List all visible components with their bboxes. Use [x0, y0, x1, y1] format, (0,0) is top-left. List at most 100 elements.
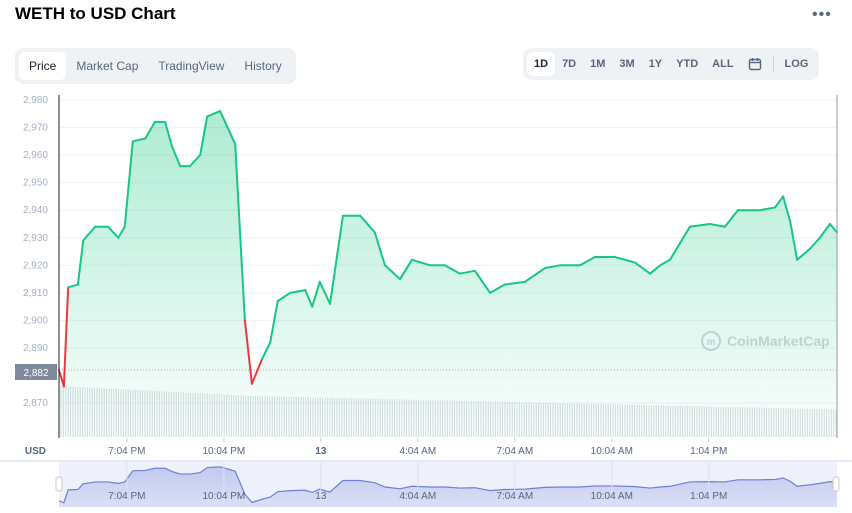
price-line-segment [723, 209, 739, 228]
price-line-segment [708, 222, 726, 228]
price-line-segment [796, 247, 812, 261]
price-line-segment [243, 319, 253, 385]
price-line-segment [276, 291, 292, 303]
price-line-segment [828, 222, 838, 234]
price-line-segment [76, 239, 85, 286]
y-tick-label: 2,950 [23, 178, 48, 189]
price-line-segment [144, 121, 156, 140]
tab-price[interactable]: Price [19, 52, 67, 80]
price-line-segment [250, 357, 264, 385]
y-tick-label: 2,920 [23, 260, 48, 271]
y-tick-label: 2,960 [23, 150, 48, 161]
y-tick-label: 2,910 [23, 288, 48, 299]
ellipsis-icon[interactable]: ••• [812, 6, 832, 23]
price-line-segment [117, 225, 126, 239]
range-all[interactable]: ALL [712, 58, 734, 70]
watermark-text: CoinMarketCap [727, 333, 830, 349]
range-7d[interactable]: 7D [562, 58, 577, 70]
price-line-segment [131, 137, 147, 143]
calendar-icon[interactable] [741, 51, 769, 77]
tab-market-cap[interactable]: Market Cap [76, 59, 139, 73]
chart-type-tabs: Price Market Cap TradingView History [15, 48, 296, 84]
divider [772, 56, 774, 72]
navigator-tick-label: 1:04 PM [690, 491, 727, 502]
navigator-tick-label: 13 [315, 491, 327, 502]
price-line-segment [261, 341, 272, 360]
price-line-segment [234, 143, 246, 322]
navigator-handle-left[interactable] [55, 476, 63, 492]
price-line-segment [473, 269, 492, 294]
y-tick-label: 2,970 [23, 123, 48, 134]
price-line-segment [818, 222, 831, 239]
price-line-segment [269, 300, 279, 344]
y-tick-label: 2,940 [23, 205, 48, 216]
price-line-segment [164, 121, 174, 148]
tab-tradingview[interactable]: TradingView [158, 59, 225, 73]
price-line-segment [188, 154, 202, 168]
y-tick-label: 2,900 [23, 315, 48, 326]
page-title: WETH to USD Chart [15, 4, 176, 23]
price-line-segment [410, 258, 432, 267]
range-1m[interactable]: 1M [590, 58, 606, 70]
log-toggle[interactable]: LOG [784, 58, 809, 70]
price-line-segment [774, 195, 785, 209]
price-line-segment [219, 110, 237, 146]
watermark: m CoinMarketCap [701, 331, 830, 351]
range-1y[interactable]: 1Y [648, 58, 663, 70]
price-line-segment [503, 280, 527, 286]
price-line-segment [614, 256, 636, 264]
current-price-badge [15, 364, 57, 380]
price-line-segment [688, 222, 711, 228]
range-1d[interactable]: 1D [527, 52, 556, 76]
range-3m[interactable]: 3M [619, 58, 635, 70]
tab-history[interactable]: History [244, 59, 282, 73]
x-tick-label: 7:04 AM [496, 446, 533, 457]
price-line-segment [62, 286, 70, 388]
y-tick-label: 2,930 [23, 233, 48, 244]
x-tick-label: 4:04 AM [399, 446, 436, 457]
price-line-segment [758, 206, 777, 212]
price-area [59, 111, 837, 438]
navigator-line [58, 466, 838, 504]
price-line-segment [668, 225, 691, 261]
price-line-segment [82, 225, 97, 242]
y-tick-label: 2,870 [23, 398, 48, 409]
price-line-segment [67, 283, 79, 289]
y-axis-unit: USD [25, 446, 46, 457]
price-line-segment [399, 258, 413, 281]
price-line-segment [289, 289, 307, 294]
price-line-segment [543, 264, 562, 270]
price-line-segment [633, 261, 652, 275]
price-line-segment [789, 220, 799, 261]
x-tick-label: 1:04 PM [690, 446, 727, 457]
price-line-segment [123, 140, 134, 228]
price-line-segment [782, 195, 792, 223]
price-line-segment [58, 368, 64, 383]
price-line-segment [383, 264, 402, 281]
range-ytd[interactable]: YTD [676, 58, 699, 70]
navigator-tick-label: 10:04 AM [591, 491, 633, 502]
price-line-segment [489, 283, 506, 294]
price-line-segment [304, 289, 314, 308]
price-line-segment [443, 264, 461, 275]
y-tick-label: 2,980 [23, 95, 48, 106]
current-price-label: 2,882 [23, 368, 48, 379]
price-line-segment [107, 225, 120, 239]
price-line-segment [318, 280, 332, 305]
svg-text:m: m [707, 337, 716, 348]
navigator-handle-right[interactable] [832, 476, 840, 492]
price-line-segment [659, 258, 671, 267]
x-tick-label: 10:04 PM [202, 446, 245, 457]
price-line-segment [171, 145, 182, 168]
price-line-segment [809, 236, 821, 250]
y-tick-label: 2,890 [23, 343, 48, 354]
navigator-area [59, 466, 837, 507]
price-line-segment [311, 280, 321, 308]
navigator-tick-label: 7:04 PM [108, 491, 145, 502]
price-line-segment [329, 214, 344, 305]
price-line-segment [649, 264, 662, 275]
x-tick-label: 10:04 AM [591, 446, 633, 457]
navigator-tick-label: 4:04 AM [399, 491, 436, 502]
price-line-segment [206, 110, 222, 118]
